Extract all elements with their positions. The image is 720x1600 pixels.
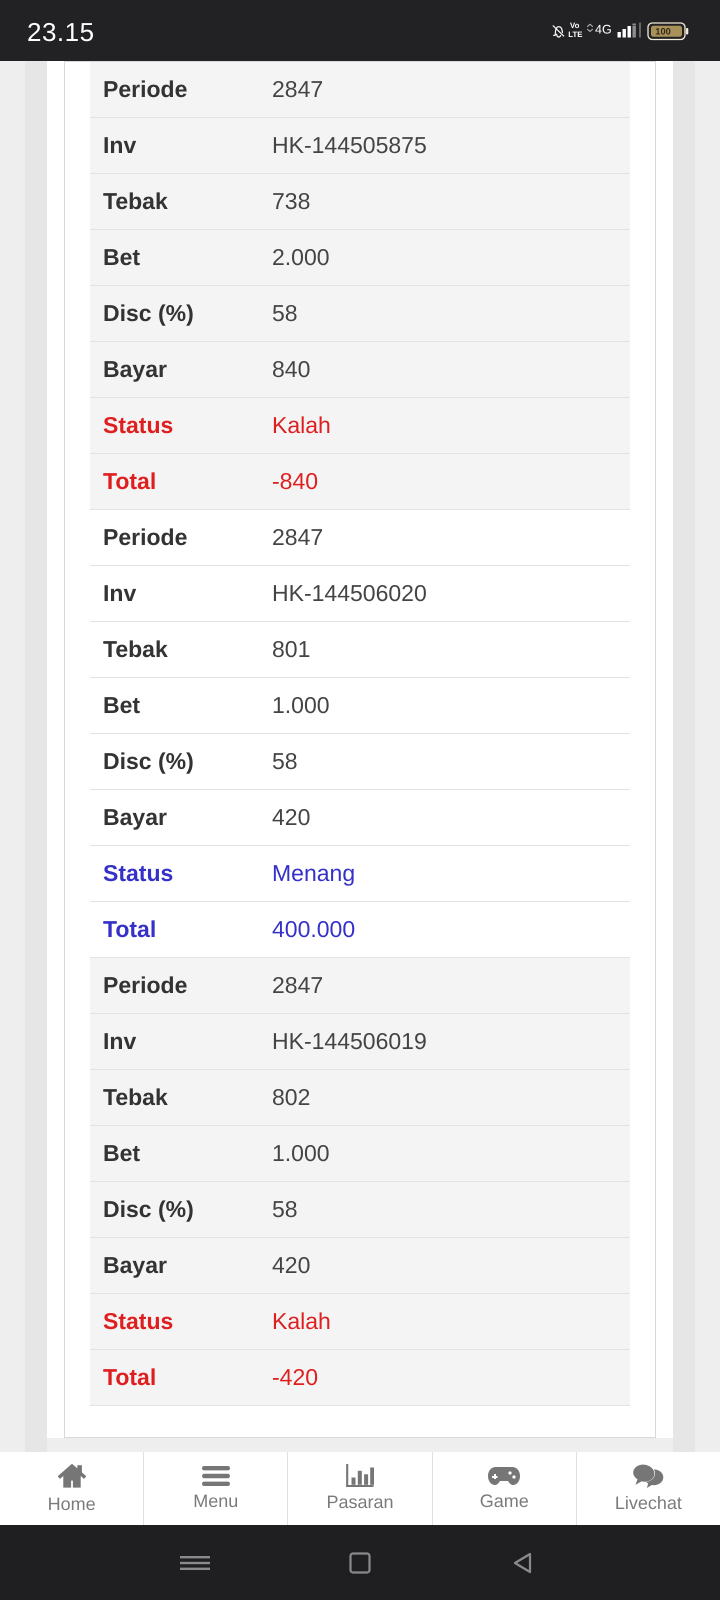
svg-text:Vo: Vo (570, 21, 580, 30)
svg-text:4G: 4G (595, 23, 612, 37)
svg-text:LTE: LTE (568, 30, 582, 39)
svg-text:100: 100 (655, 27, 671, 37)
